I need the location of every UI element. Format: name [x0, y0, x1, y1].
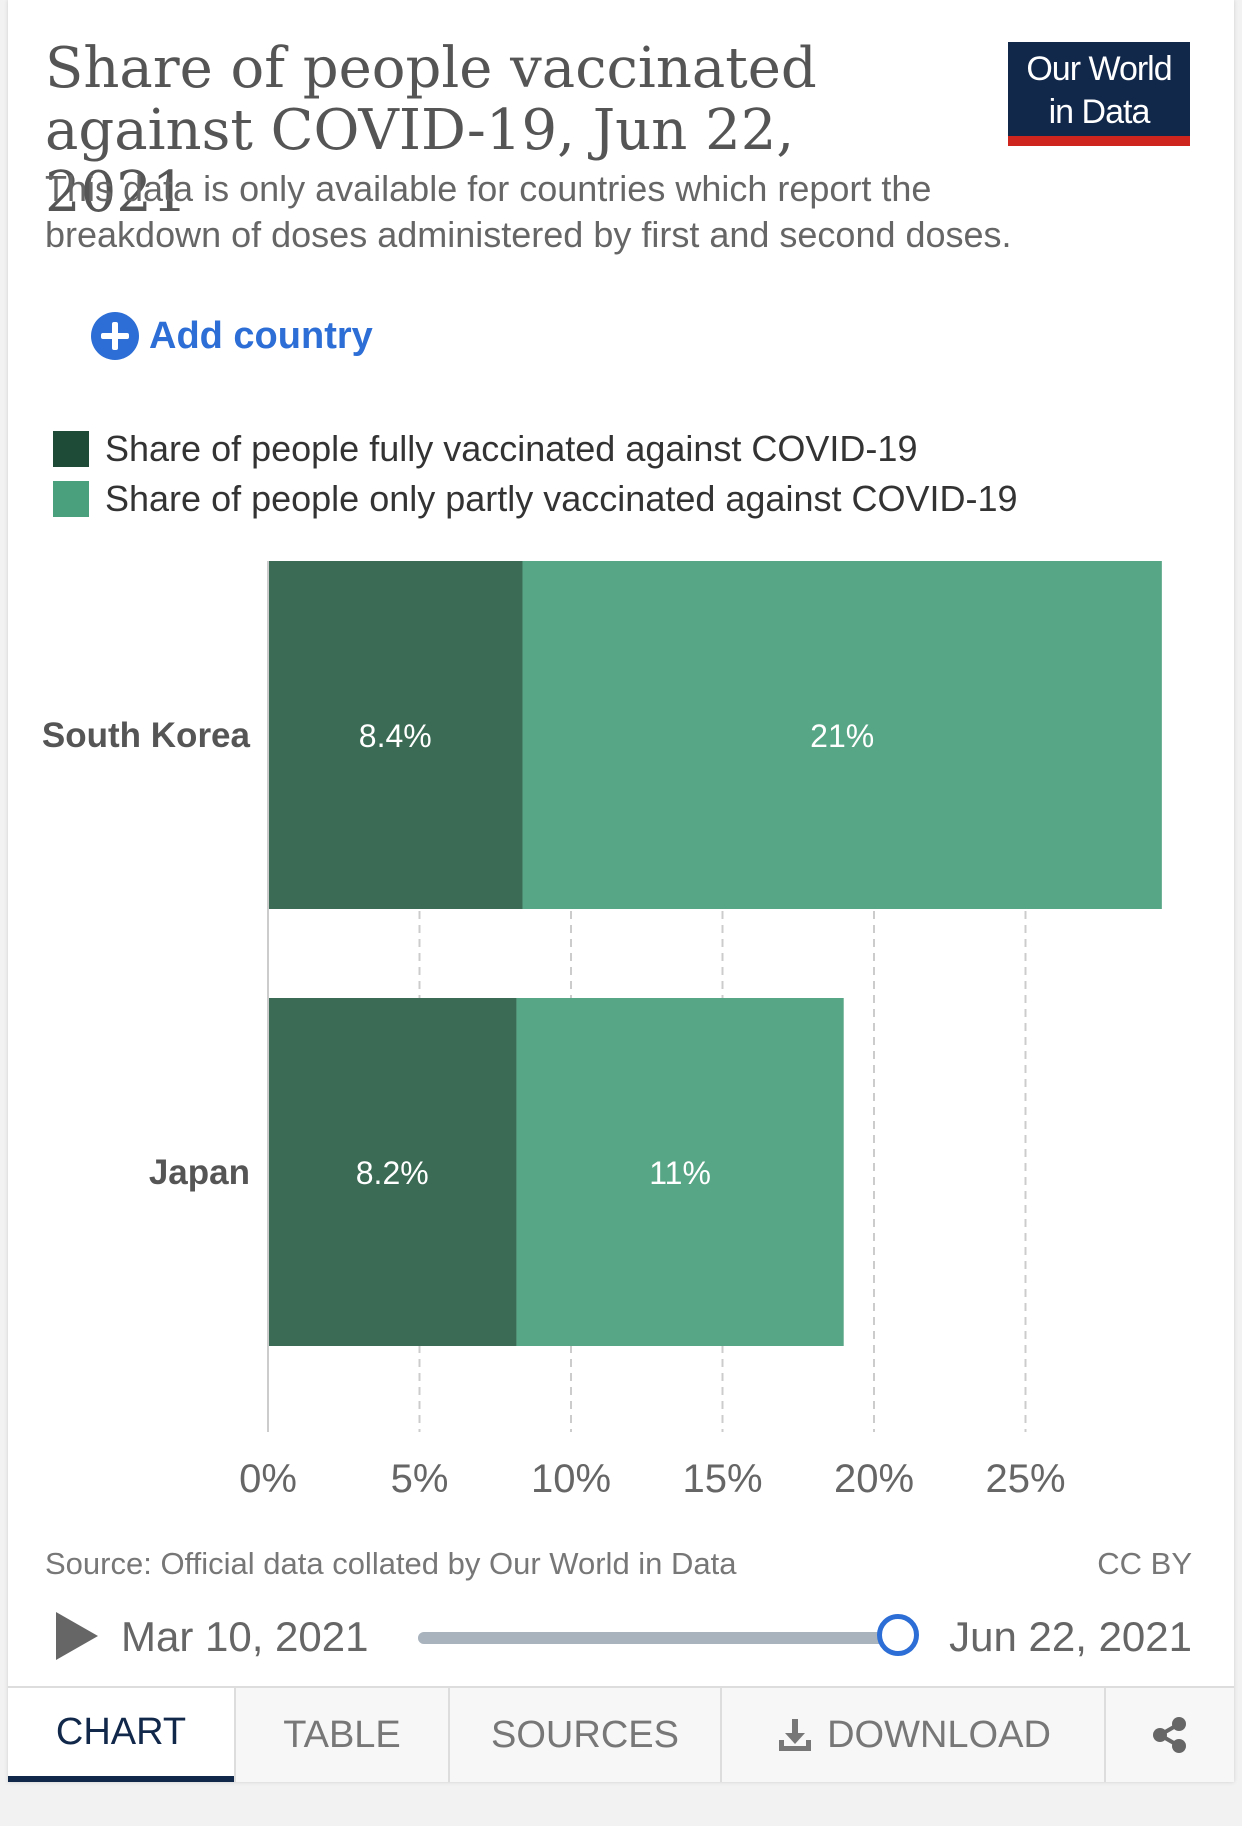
category-label-japan: Japan [149, 1153, 250, 1192]
tab-table-label: TABLE [283, 1713, 401, 1756]
legend-item-partly[interactable]: Share of people only partly vaccinated a… [53, 474, 1018, 524]
x-tick-label-15: 15% [682, 1457, 762, 1501]
legend-label-partly: Share of people only partly vaccinated a… [105, 478, 1018, 519]
timeline-start-date: Mar 10, 2021 [121, 1613, 369, 1660]
play-icon[interactable] [56, 1612, 98, 1660]
download-icon [779, 1719, 812, 1751]
x-tick-label-10: 10% [531, 1457, 611, 1501]
x-tick-label-25: 25% [985, 1457, 1065, 1501]
legend-item-fully[interactable]: Share of people fully vaccinated against… [53, 424, 1018, 474]
bar-label-japan-series-1: 11% [649, 1155, 711, 1191]
timeline-end-date: Jun 22, 2021 [949, 1613, 1192, 1660]
source-note[interactable]: Source: Official data collated by Our Wo… [45, 1546, 737, 1581]
license-label[interactable]: CC BY [1097, 1546, 1192, 1581]
bar-label-south-korea-series-1: 21% [810, 718, 874, 754]
tab-table[interactable]: TABLE [234, 1688, 448, 1782]
tab-sources-label: SOURCES [491, 1713, 679, 1756]
timeline-slider-track[interactable] [418, 1632, 898, 1644]
share-icon [1153, 1717, 1186, 1753]
logo-line-2: in Data [1048, 93, 1151, 131]
tab-download[interactable]: DOWNLOAD [720, 1688, 1104, 1782]
bar-japan-series-0 [268, 998, 517, 1346]
x-tick-label-5: 5% [391, 1457, 449, 1501]
add-country-label: Add country [149, 314, 373, 357]
legend-swatch-fully [53, 431, 89, 467]
logo-line-1: Our World [1026, 50, 1172, 88]
plus-circle-icon [91, 312, 139, 360]
tab-chart[interactable]: CHART [8, 1688, 234, 1782]
bar-label-south-korea-series-0: 8.4% [359, 718, 432, 754]
x-tick-label-0: 0% [239, 1457, 297, 1501]
tab-share[interactable] [1104, 1688, 1234, 1782]
bar-japan-series-1 [516, 998, 844, 1346]
category-label-south-korea: South Korea [42, 716, 251, 755]
bar-chart: 8.4% 21% South Korea 8.2% 11% Japan 0% 5% 10% 15%… [42, 561, 1162, 1501]
legend-label-fully: Share of people fully vaccinated against… [105, 428, 918, 469]
add-country-button[interactable]: Add country [91, 312, 373, 360]
timeline-slider-fill [418, 1632, 898, 1644]
bar-label-japan-series-0: 8.2% [356, 1155, 429, 1191]
timeline-slider-handle[interactable] [877, 1614, 919, 1656]
tab-bar: CHART TABLE SOURCES DOWNLOAD [8, 1686, 1234, 1782]
owid-logo[interactable]: Our World in Data [1008, 42, 1190, 146]
legend-swatch-partly [53, 481, 89, 517]
tab-download-label: DOWNLOAD [827, 1713, 1051, 1756]
chart-subtitle: This data is only available for countrie… [45, 168, 1012, 255]
tab-chart-label: CHART [55, 1710, 187, 1753]
bar-south-korea-series-0 [268, 561, 523, 909]
bar-south-korea-series-1 [522, 561, 1162, 909]
tab-sources[interactable]: SOURCES [448, 1688, 720, 1782]
chart-title: Share of people vaccinated against COVID… [45, 36, 817, 225]
chart-legend: Share of people fully vaccinated against… [53, 424, 1018, 524]
x-tick-label-20: 20% [834, 1457, 914, 1501]
